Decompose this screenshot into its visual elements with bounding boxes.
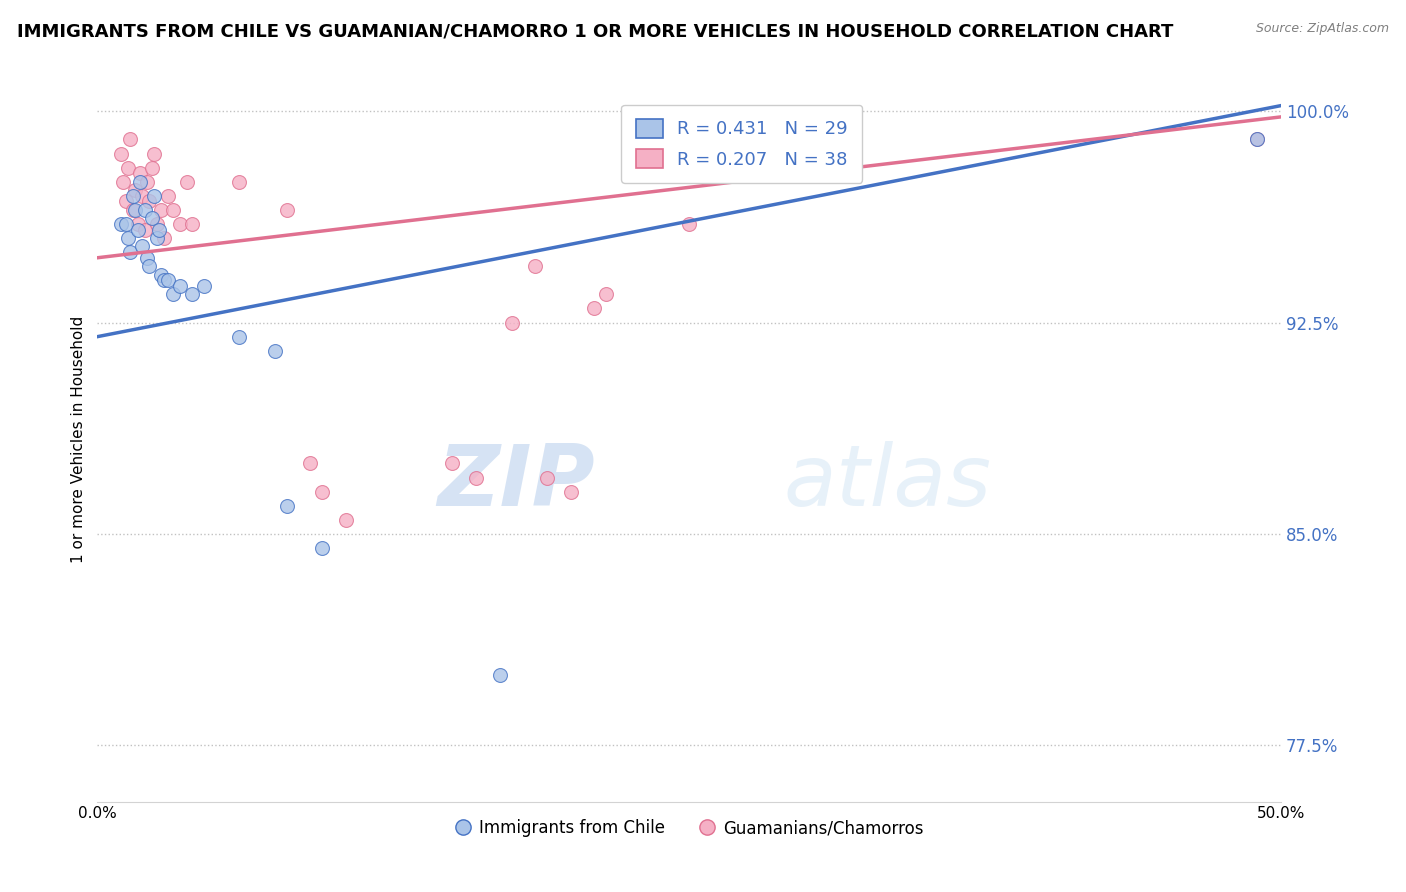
Point (124, 202, 146, 217)
Legend: Immigrants from Chile, Guamanians/Chamorros: Immigrants from Chile, Guamanians/Chamor… (447, 813, 931, 844)
Point (141, 211, 163, 226)
Point (117, 231, 139, 245)
Point (162, 202, 184, 217)
Point (129, 175, 152, 189)
Text: ZIP: ZIP (437, 442, 595, 524)
Point (501, 316, 523, 330)
Point (152, 231, 174, 245)
Point (157, 273, 180, 287)
Point (228, 175, 250, 189)
Point (148, 222, 170, 236)
Point (311, 541, 333, 555)
Point (181, 287, 204, 301)
Point (117, 161, 139, 175)
Point (138, 259, 160, 273)
Point (120, 245, 142, 260)
Point (169, 279, 191, 293)
Point (264, 343, 287, 358)
Point (465, 470, 488, 484)
Point (1246, 132, 1268, 146)
Point (335, 513, 357, 527)
Point (150, 268, 173, 282)
Point (150, 202, 173, 217)
Point (110, 146, 132, 161)
Point (524, 259, 547, 273)
Point (120, 132, 142, 146)
Point (131, 239, 153, 253)
Point (138, 194, 160, 209)
Point (536, 470, 558, 484)
Point (441, 457, 464, 471)
Point (114, 217, 136, 231)
Point (127, 217, 149, 231)
Point (110, 217, 132, 231)
Point (488, 667, 510, 681)
Point (134, 202, 156, 217)
Point (143, 188, 166, 202)
Point (276, 499, 298, 513)
Point (143, 146, 166, 161)
Point (276, 202, 298, 217)
Text: IMMIGRANTS FROM CHILE VS GUAMANIAN/CHAMORRO 1 OR MORE VEHICLES IN HOUSEHOLD CORR: IMMIGRANTS FROM CHILE VS GUAMANIAN/CHAMO… (17, 22, 1173, 40)
Point (131, 188, 153, 202)
Point (134, 222, 156, 236)
Point (145, 217, 167, 231)
Point (678, 217, 700, 231)
Point (152, 273, 174, 287)
Point (124, 183, 146, 197)
Point (169, 217, 191, 231)
Point (136, 251, 159, 265)
Point (127, 222, 149, 236)
Y-axis label: 1 or more Vehicles in Household: 1 or more Vehicles in Household (72, 316, 86, 563)
Point (145, 231, 167, 245)
Point (193, 279, 215, 293)
Point (162, 287, 184, 301)
Point (141, 161, 163, 175)
Point (121, 188, 143, 202)
Point (121, 202, 143, 217)
Point (1246, 132, 1268, 146)
Point (112, 175, 135, 189)
Text: atlas: atlas (783, 442, 991, 524)
Point (595, 287, 617, 301)
Point (157, 188, 180, 202)
Point (129, 166, 152, 180)
Point (181, 217, 204, 231)
Point (114, 194, 136, 209)
Point (560, 484, 582, 499)
Point (228, 329, 250, 343)
Point (136, 175, 159, 189)
Point (176, 175, 198, 189)
Point (583, 301, 606, 316)
Point (311, 484, 333, 499)
Point (299, 457, 322, 471)
Text: Source: ZipAtlas.com: Source: ZipAtlas.com (1256, 22, 1389, 36)
